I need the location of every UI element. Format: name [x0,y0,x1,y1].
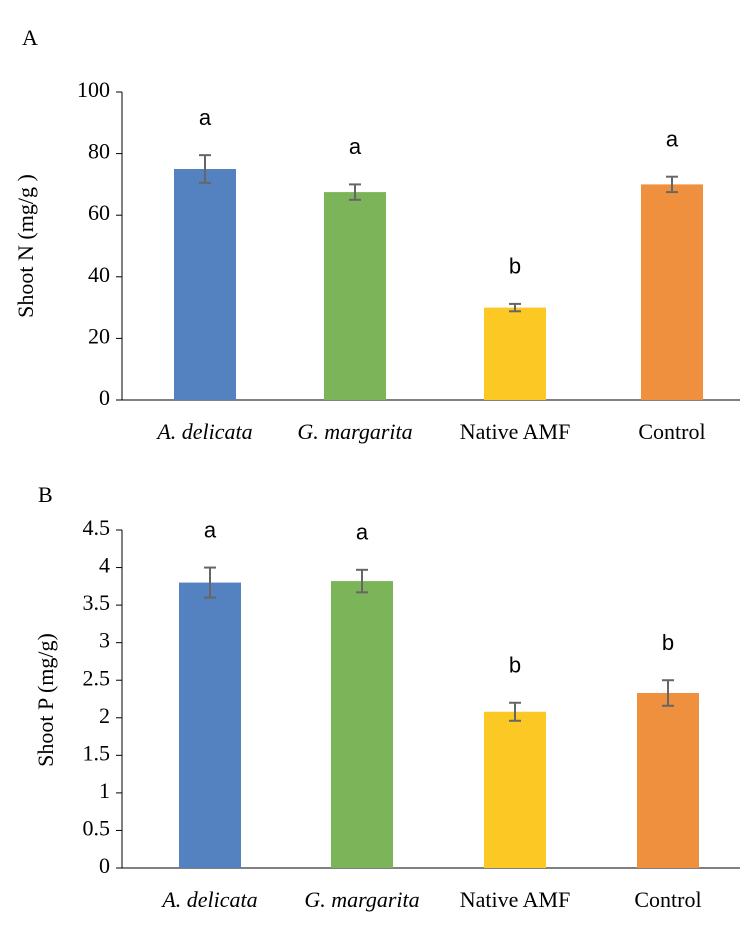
y-tick-label: 4 [99,553,110,578]
bar [331,581,393,868]
bar [637,692,699,868]
bar [641,184,703,400]
y-tick-label: 0 [99,853,110,878]
y-tick-label: 1.5 [83,740,111,765]
x-tick-label: A. delicata [160,887,257,912]
error-bar [204,566,216,599]
error-bar [199,154,211,184]
y-tick-label: 2.5 [83,665,111,690]
panel-label: A [22,25,38,50]
y-tick-label: 3 [99,628,110,653]
error-bar [349,183,361,201]
significance-letter: a [349,134,362,159]
x-tick-label: Native AMF [460,419,571,444]
significance-letter: a [204,517,217,542]
y-tick-label: 3.5 [83,590,111,615]
x-tick-label: Control [638,419,705,444]
error-bar [356,568,368,594]
y-tick-label: 0.5 [83,815,111,840]
y-axis-label: Shoot N (mg/g ) [13,174,38,318]
x-tick-label: G. margarita [297,419,412,444]
significance-letter: a [199,105,212,130]
bar [324,192,386,400]
y-tick-label: 60 [88,200,110,225]
panel-label: B [38,482,53,507]
y-axis-label: Shoot P (mg/g) [33,633,58,767]
y-tick-label: 2 [99,703,110,728]
significance-letter: b [509,254,521,279]
y-tick-label: 20 [88,323,110,348]
bar [484,711,546,868]
error-bar [509,701,521,722]
significance-letter: b [662,630,674,655]
bar [174,169,236,400]
y-tick-label: 100 [77,77,110,102]
significance-letter: b [509,653,521,678]
bar [179,582,241,868]
x-tick-label: G. margarita [304,887,419,912]
y-tick-label: 0 [99,385,110,410]
significance-letter: a [666,127,679,152]
x-tick-label: Control [634,887,701,912]
bar [484,307,546,400]
x-tick-label: A. delicata [155,419,252,444]
error-bar [662,679,674,707]
y-tick-label: 4.5 [83,515,111,540]
significance-letter: a [356,520,369,545]
y-tick-label: 80 [88,139,110,164]
x-tick-label: Native AMF [460,887,571,912]
y-tick-label: 40 [88,262,110,287]
y-tick-label: 1 [99,778,110,803]
error-bar [509,302,521,313]
error-bar [666,175,678,194]
